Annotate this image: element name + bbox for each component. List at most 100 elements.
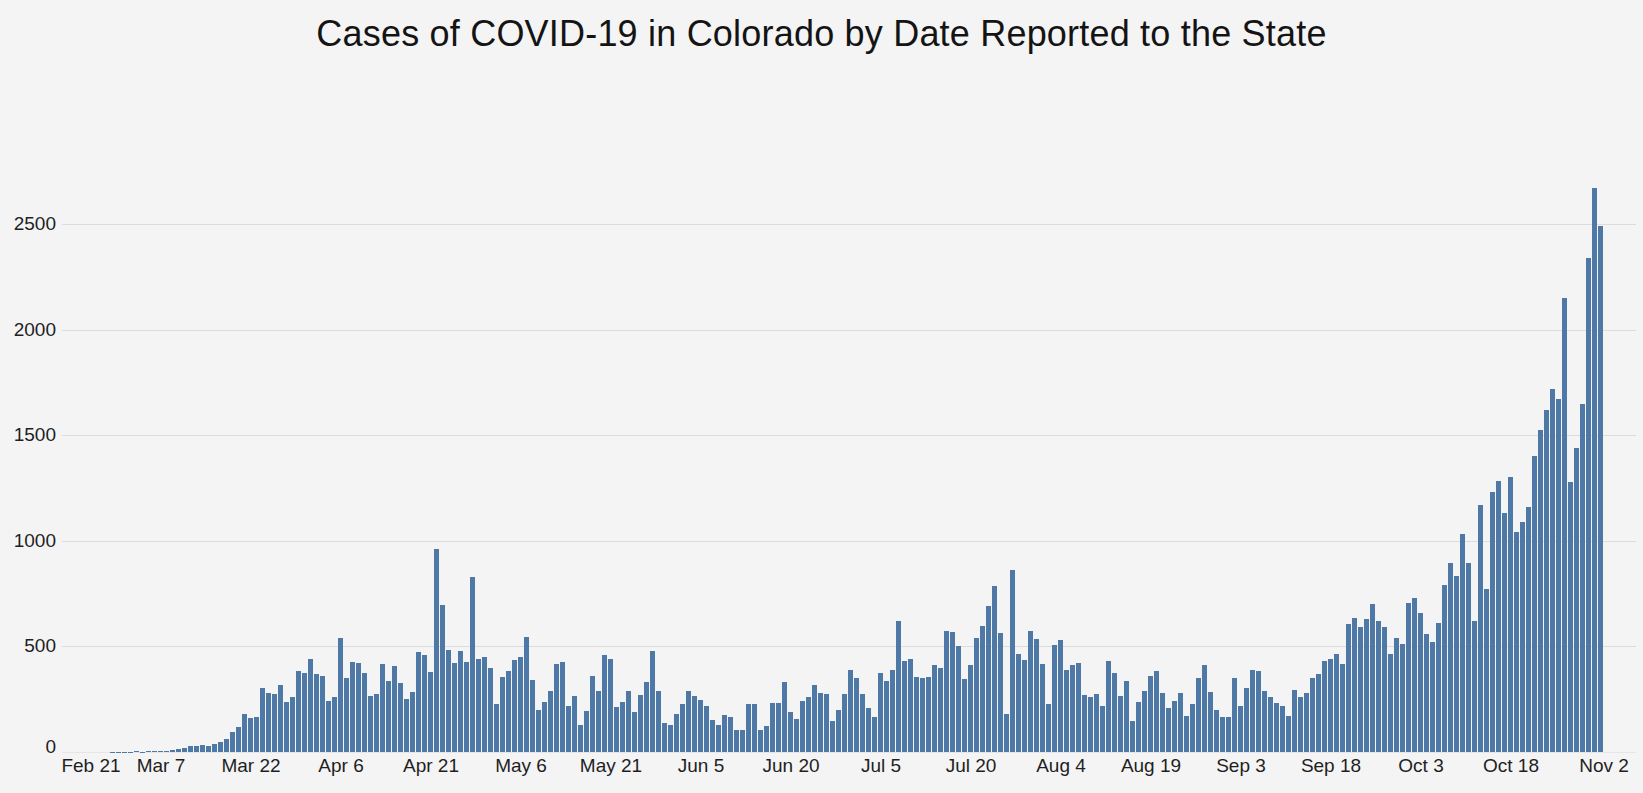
bar[interactable] [1292,690,1297,752]
bar[interactable] [344,678,349,752]
bar[interactable] [638,695,643,752]
bar[interactable] [350,662,355,752]
bar[interactable] [1382,627,1387,752]
bar[interactable] [530,680,535,752]
bar[interactable] [974,638,979,752]
bar[interactable] [734,730,739,752]
bar[interactable] [1166,708,1171,752]
bar[interactable] [1316,674,1321,752]
bar[interactable] [1514,532,1519,752]
bar[interactable] [1418,613,1423,752]
bar[interactable] [416,652,421,752]
bar[interactable] [1466,563,1471,752]
bar[interactable] [1550,389,1555,752]
bar[interactable] [1400,644,1405,752]
bar[interactable] [1262,691,1267,752]
bar[interactable] [1574,448,1579,752]
bar[interactable] [1460,534,1465,752]
bar[interactable] [1454,576,1459,752]
bar[interactable] [758,730,763,752]
bar[interactable] [170,750,175,752]
bar[interactable] [668,725,673,752]
bar[interactable] [584,711,589,752]
bar[interactable] [380,664,385,752]
bar[interactable] [1568,482,1573,752]
bar[interactable] [1112,673,1117,752]
bar[interactable] [386,681,391,752]
bar[interactable] [1172,701,1177,752]
bar[interactable] [686,691,691,752]
bar[interactable] [806,697,811,752]
bar[interactable] [218,742,223,752]
bar[interactable] [854,678,859,752]
bar[interactable] [1118,696,1123,752]
bar[interactable] [908,659,913,752]
bar[interactable] [1184,716,1189,752]
bar[interactable] [1016,654,1021,752]
bar[interactable] [1370,604,1375,752]
bar[interactable] [1376,621,1381,752]
bar[interactable] [794,719,799,752]
bar[interactable] [1202,665,1207,752]
bar[interactable] [662,723,667,752]
bar[interactable] [1394,638,1399,752]
bar[interactable] [1196,678,1201,752]
bar[interactable] [422,655,427,752]
bar[interactable] [926,677,931,752]
bar[interactable] [1244,688,1249,752]
bar[interactable] [518,657,523,752]
bar[interactable] [434,549,439,752]
bar[interactable] [1592,188,1597,752]
bar[interactable] [1130,721,1135,752]
bar[interactable] [968,665,973,752]
bar[interactable] [242,714,247,752]
bar[interactable] [206,746,211,752]
bar[interactable] [1214,710,1219,752]
bar[interactable] [1490,492,1495,752]
bar[interactable] [1136,702,1141,752]
bar[interactable] [632,712,637,752]
bar[interactable] [716,725,721,752]
bar[interactable] [1412,598,1417,752]
bar[interactable] [722,715,727,752]
bar[interactable] [338,638,343,752]
bar[interactable] [1352,618,1357,752]
bar[interactable] [1208,692,1213,752]
bar[interactable] [230,732,235,752]
bar[interactable] [998,633,1003,752]
bar[interactable] [188,746,193,752]
bar[interactable] [1142,691,1147,752]
bar[interactable] [1250,670,1255,752]
bar[interactable] [986,606,991,752]
bar[interactable] [1088,697,1093,752]
bar[interactable] [1580,404,1585,752]
bar[interactable] [392,666,397,752]
bar[interactable] [1496,481,1501,752]
bar[interactable] [302,673,307,752]
bar[interactable] [752,704,757,752]
bar[interactable] [1334,654,1339,752]
bar[interactable] [602,655,607,752]
bar[interactable] [932,665,937,752]
bar[interactable] [1076,663,1081,752]
bar[interactable] [710,720,715,752]
bar[interactable] [1028,631,1033,752]
bar[interactable] [692,696,697,752]
bar[interactable] [1238,706,1243,752]
bar[interactable] [1034,639,1039,752]
bar[interactable] [290,697,295,752]
bar[interactable] [266,693,271,752]
bar[interactable] [1310,678,1315,752]
bar[interactable] [1598,226,1603,752]
bar[interactable] [1280,706,1285,752]
bar[interactable] [830,721,835,752]
bar[interactable] [1052,645,1057,752]
bar[interactable] [1022,660,1027,752]
bar[interactable] [626,691,631,752]
bar[interactable] [788,712,793,752]
bar[interactable] [272,694,277,752]
bar[interactable] [1148,676,1153,752]
bar[interactable] [368,696,373,752]
bar[interactable] [578,725,583,752]
bar[interactable] [572,696,577,752]
